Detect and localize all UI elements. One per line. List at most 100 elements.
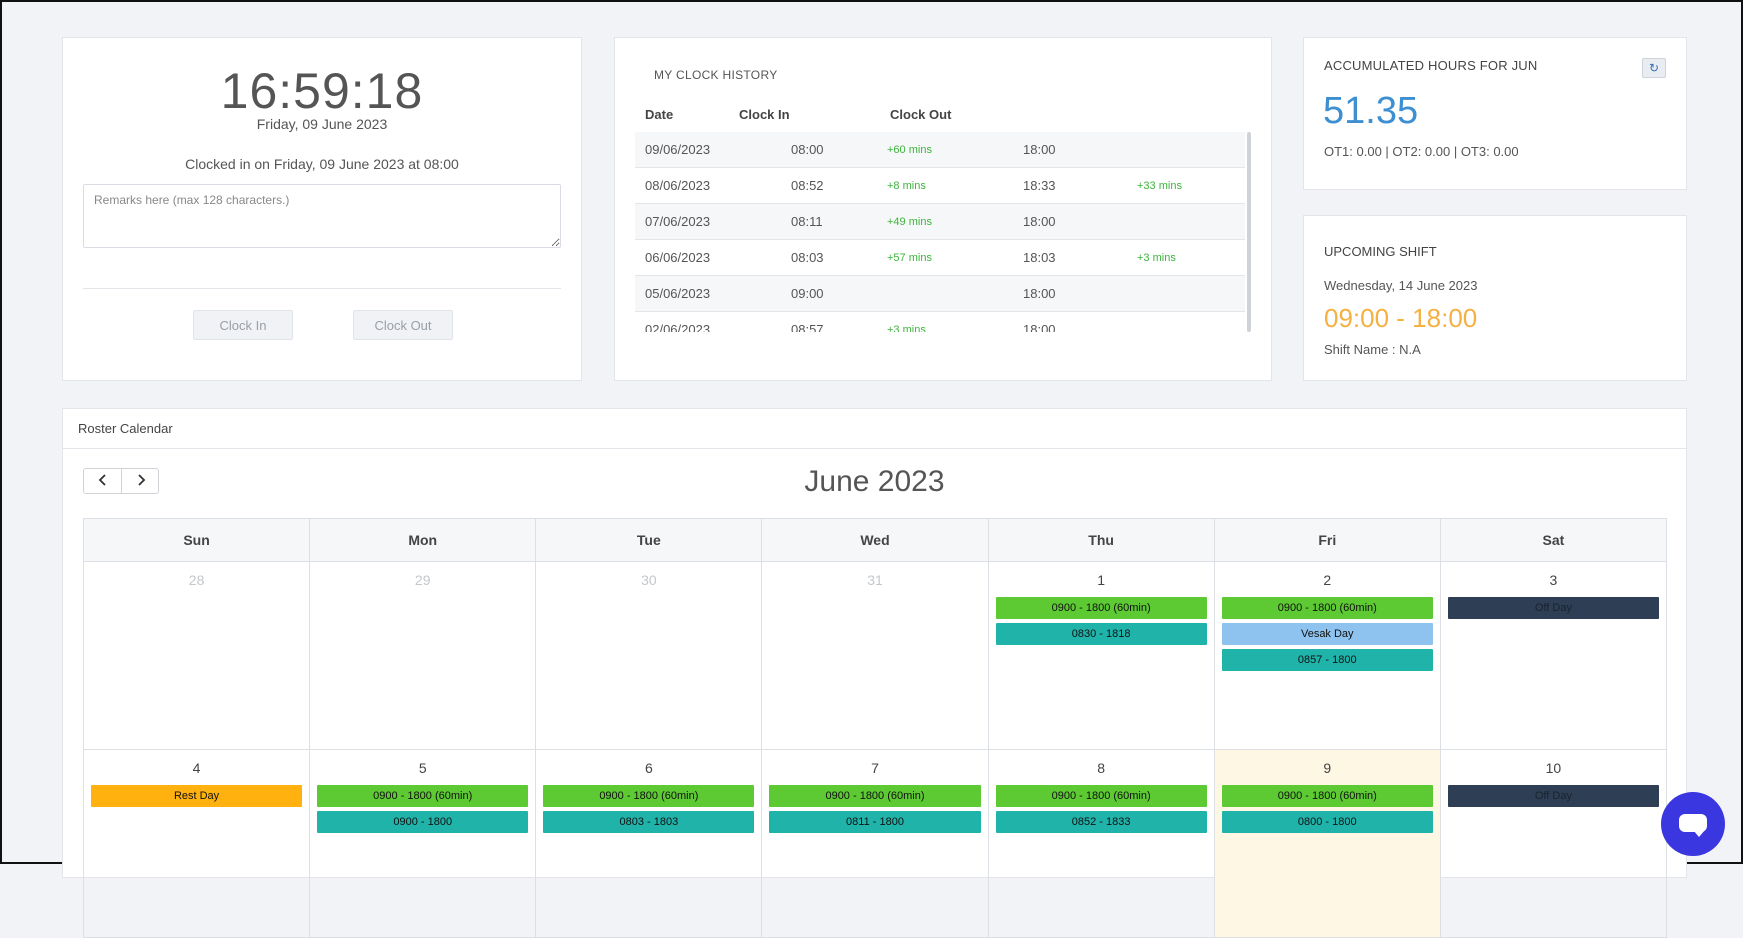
calendar-day[interactable]: 3 Off Day — [1439, 562, 1666, 749]
history-clock-in-diff: +57 mins — [887, 252, 932, 264]
calendar-event[interactable]: 0811 - 1800 — [769, 811, 981, 833]
weekday-sat: Sat — [1439, 519, 1666, 561]
calendar-event[interactable]: 0830 - 1818 — [995, 623, 1207, 645]
day-number: 10 — [1545, 760, 1562, 776]
calendar-week: 28 29 30 31 1 0900 - 1800 (60min) 0830 - 1818 2… — [83, 562, 1667, 750]
history-clock-out-diff: +33 mins — [1137, 180, 1182, 192]
calendar-day[interactable]: 31 — [761, 562, 987, 749]
calendar-event[interactable]: 0900 - 1800 (60min) — [543, 785, 755, 807]
calendar-day[interactable]: 29 — [309, 562, 535, 749]
calendar-event[interactable]: 0852 - 1833 — [995, 811, 1207, 833]
weekday-sun: Sun — [183, 532, 210, 548]
calendar-day[interactable]: 8 0900 - 1800 (60min) 0852 - 1833 — [987, 750, 1214, 937]
column-header-clock-in: Clock In — [739, 107, 790, 122]
history-clock-out: 18:00 — [1023, 214, 1056, 229]
overtime-summary: OT1: 0.00 | OT2: 0.00 | OT3: 0.00 — [1324, 144, 1519, 159]
calendar-day[interactable]: 2 0900 - 1800 (60min) Vesak Day 0857 - 1800 — [1213, 562, 1440, 749]
chat-button[interactable] — [1661, 792, 1725, 856]
calendar-weeks: 28 29 30 31 1 0900 - 1800 (60min) 0830 - 1818 2… — [83, 562, 1667, 938]
roster-header: Roster Calendar — [63, 409, 1686, 449]
calendar-day[interactable]: 4 Rest Day — [84, 750, 309, 937]
calendar-event[interactable]: 0900 - 1800 — [317, 811, 529, 833]
day-number: 5 — [418, 760, 427, 776]
clock-history-panel: MY CLOCK HISTORY Date Clock In Clock Out… — [614, 37, 1272, 381]
remarks-input[interactable] — [83, 184, 561, 248]
history-row: 06/06/2023 08:03 +57 mins 18:03 +3 mins — [635, 240, 1245, 276]
calendar-day[interactable]: 1 0900 - 1800 (60min) 0830 - 1818 — [987, 562, 1214, 749]
next-month-button[interactable] — [122, 469, 159, 493]
clock-history-scrollbar[interactable] — [1247, 132, 1251, 332]
calendar-event[interactable]: 0803 - 1803 — [543, 811, 755, 833]
history-clock-in-diff: +49 mins — [887, 216, 932, 228]
history-clock-in-diff: +60 mins — [887, 144, 932, 156]
calendar-day[interactable]: 9 0900 - 1800 (60min) 0800 - 1800 — [1213, 750, 1440, 937]
calendar-event[interactable]: Vesak Day — [1221, 623, 1433, 645]
calendar-event[interactable]: 0857 - 1800 — [1221, 649, 1433, 671]
history-clock-out: 18:03 — [1023, 250, 1056, 265]
calendar-day[interactable]: 28 — [84, 562, 309, 749]
day-number: 3 — [1549, 572, 1558, 588]
upcoming-shift-date: Wednesday, 14 June 2023 — [1324, 278, 1478, 293]
chevron-left-icon — [98, 474, 106, 486]
history-row: 05/06/2023 09:00 18:00 — [635, 276, 1245, 312]
refresh-icon: ↻ — [1648, 61, 1660, 75]
calendar-event[interactable]: 0900 - 1800 (60min) — [1221, 597, 1433, 619]
refresh-button[interactable]: ↻ — [1642, 58, 1666, 78]
history-date: 09/06/2023 — [645, 142, 711, 157]
calendar-day[interactable]: 7 0900 - 1800 (60min) 0811 - 1800 — [761, 750, 987, 937]
calendar-event[interactable]: 0900 - 1800 (60min) — [995, 785, 1207, 807]
history-clock-in: 09:00 — [791, 286, 824, 301]
column-header-clock-out: Clock Out — [890, 107, 952, 122]
calendar-week: 4 Rest Day 5 0900 - 1800 (60min) 0900 - 1800… — [83, 750, 1667, 938]
calendar-event[interactable]: 0800 - 1800 — [1221, 811, 1433, 833]
calendar-event[interactable]: 0900 - 1800 (60min) — [1221, 785, 1433, 807]
calendar-event[interactable]: Rest Day — [91, 785, 303, 807]
day-number: 30 — [641, 572, 657, 588]
calendar-month-title: June 2023 — [804, 465, 945, 498]
calendar-event[interactable]: Off Day — [1447, 597, 1659, 619]
calendar-event[interactable]: 0900 - 1800 (60min) — [317, 785, 529, 807]
roster-calendar-panel: Roster Calendar June 2023 Sun Mon Tue Wed Th… — [62, 408, 1687, 938]
history-row: 07/06/2023 08:11 +49 mins 18:00 — [635, 204, 1245, 240]
weekday-mon: Mon — [309, 519, 535, 561]
calendar-event[interactable]: 0900 - 1800 (60min) — [769, 785, 981, 807]
calendar-nav — [83, 468, 159, 494]
clock-out-button[interactable]: Clock Out — [353, 310, 453, 340]
calendar-event[interactable]: Off Day — [1447, 785, 1659, 807]
day-number: 31 — [867, 572, 883, 588]
day-number: 9 — [1323, 760, 1332, 776]
history-clock-out: 18:00 — [1023, 322, 1056, 332]
history-row: 08/06/2023 08:52 +8 mins 18:33 +33 mins — [635, 168, 1245, 204]
history-clock-in: 08:11 — [791, 214, 823, 229]
calendar-day[interactable]: 30 — [535, 562, 761, 749]
day-number: 7 — [871, 760, 879, 776]
history-date: 08/06/2023 — [645, 178, 711, 193]
history-row: 09/06/2023 08:00 +60 mins 18:00 — [635, 132, 1245, 168]
calendar-day[interactable]: 10 Off Day — [1439, 750, 1666, 937]
column-header-date: Date — [645, 107, 674, 122]
clock-history-list[interactable]: 09/06/2023 08:00 +60 mins 18:00 08/06/2023 08… — [635, 132, 1245, 332]
weekday-tue: Tue — [535, 519, 761, 561]
weekday-thu: Thu — [987, 519, 1214, 561]
calendar-event[interactable]: 0900 - 1800 (60min) — [995, 597, 1207, 619]
calendar-day[interactable]: 6 0900 - 1800 (60min) 0803 - 1803 — [535, 750, 761, 937]
day-number: 1 — [1097, 572, 1106, 588]
day-number: 29 — [414, 572, 431, 588]
prev-month-button[interactable] — [84, 469, 122, 493]
calendar-day[interactable]: 5 0900 - 1800 (60min) 0900 - 1800 — [309, 750, 535, 937]
history-clock-out: 18:00 — [1023, 142, 1056, 157]
history-date: 02/06/2023 — [645, 322, 711, 332]
calendar-weekday-header: Sun Mon Tue Wed Thu Fri Sat — [83, 518, 1667, 562]
history-clock-out-diff: +3 mins — [1137, 252, 1176, 264]
divider — [83, 288, 561, 289]
history-clock-out: 18:33 — [1023, 178, 1056, 193]
weekday-wed: Wed — [761, 519, 987, 561]
history-clock-in-diff: +3 mins — [887, 324, 926, 332]
history-date: 07/06/2023 — [645, 214, 711, 229]
history-date: 05/06/2023 — [645, 286, 711, 301]
history-clock-out: 18:00 — [1023, 286, 1056, 301]
clock-status: Clocked in on Friday, 09 June 2023 at 08… — [185, 156, 459, 172]
upcoming-shift-time: 09:00 - 18:00 — [1324, 303, 1478, 333]
day-number: 6 — [644, 760, 653, 776]
clock-in-button[interactable]: Clock In — [193, 310, 293, 340]
